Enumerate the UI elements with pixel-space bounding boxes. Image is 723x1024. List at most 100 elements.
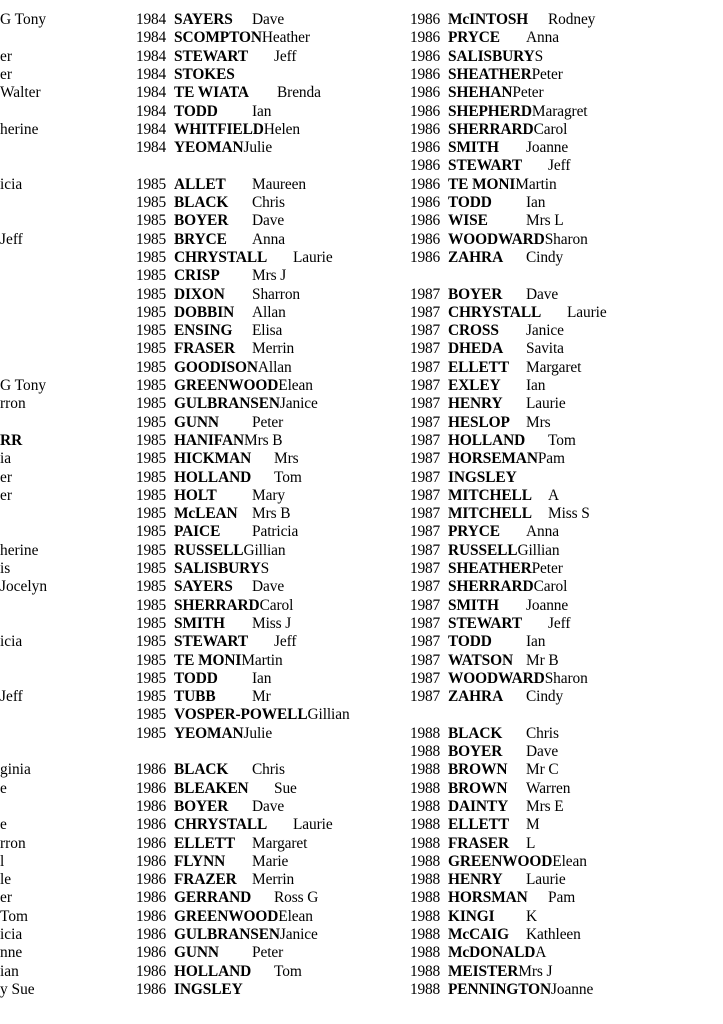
entry-firstname: Allan	[252, 303, 286, 321]
entry-firstname: Mrs	[274, 450, 299, 468]
entry-firstname: Laurie	[526, 871, 566, 889]
entry-firstname: Joanne	[551, 980, 594, 998]
entry-firstname: Cindy	[526, 248, 564, 266]
register-entry-row: 1985 TUBB Mr	[136, 688, 408, 706]
register-entry-row: 1986 WISE Mrs L	[410, 212, 723, 230]
entry-surname: HOLLAND	[448, 431, 526, 449]
entry-year: 1985	[136, 560, 166, 577]
clipped-name-fragment-row: nne	[0, 944, 130, 962]
register-entry-row: 1986 SHEPHERDMaragret	[410, 103, 723, 121]
entry-surname: TODD	[174, 669, 218, 687]
register-entry-row: 1985 SAYERS Dave	[136, 578, 408, 596]
entry-surname: HORSEMAN	[448, 450, 538, 468]
clipped-name-fragment-row: y Sue	[0, 981, 130, 999]
entry-year: 1985	[136, 413, 166, 431]
entry-year: 1987	[410, 614, 440, 632]
entry-year: 1986	[136, 980, 166, 998]
register-entry-row: 1988 KINGI K	[410, 908, 723, 926]
register-entry-row: 1985 BRYCE Anna	[136, 231, 408, 249]
left-column-clipped: G Tony er er Walter herine icia Jeff G Tony rron…	[0, 0, 130, 1024]
clipped-name-fragment: er	[0, 65, 12, 83]
entry-surname: WISE	[448, 212, 488, 230]
register-entry-row: 1985 FRASER Merrin	[136, 340, 408, 358]
entry-surname: HICKMAN	[174, 450, 252, 468]
register-entry-row: 1986 SALISBURYS	[410, 48, 723, 66]
entry-year: 1987	[410, 303, 440, 321]
register-entry-row: 1984 TE WIATA Brenda	[136, 84, 408, 102]
register-entry-row: 1987 ZAHRA Cindy	[410, 688, 723, 706]
register-entry-row: 1986 BOYER Dave	[136, 798, 408, 816]
entry-surname: DAINTY	[448, 797, 509, 815]
register-entry-row: 1985 HOLT Mary	[136, 487, 408, 505]
entry-firstname: Julie	[243, 724, 273, 742]
clipped-name-fragment-row: er	[0, 487, 130, 505]
register-entry-row: 1986 TODD Ian	[410, 194, 723, 212]
entry-surname: BLACK	[174, 194, 229, 211]
clipped-name-fragment: ian	[0, 962, 19, 980]
register-entry-row: 1988 DAINTY Mrs E	[410, 798, 723, 816]
entry-surname: ELLETT	[448, 816, 509, 834]
entry-firstname: Merrin	[252, 871, 295, 889]
entry-firstname: Peter	[531, 560, 563, 577]
entry-surname: CROSS	[448, 322, 499, 340]
entry-surname: INGSLEY	[448, 468, 517, 486]
entry-firstname: Tom	[274, 468, 302, 486]
entry-firstname: Mr C	[526, 761, 559, 779]
entry-firstname: Gillian	[243, 541, 286, 559]
entry-year: 1986	[410, 47, 440, 65]
register-entry-row: 1984 SCOMPTONHeather	[136, 29, 408, 47]
entry-surname: HOLLAND	[174, 962, 252, 980]
register-entry-row: 1984 YEOMANJulie	[136, 139, 408, 157]
entry-year: 1985	[136, 486, 166, 504]
clipped-name-fragment: RR	[0, 431, 23, 449]
entry-firstname: Dave	[252, 797, 285, 815]
entry-firstname: Mrs B	[243, 431, 283, 449]
register-entry-row: 1985 HANIFANMrs B	[136, 432, 408, 450]
register-entry-row: 1987 INGSLEY	[410, 469, 723, 487]
register-entry-row: 1985 TE MONIMartin	[136, 652, 408, 670]
register-entry-row: 1985 DIXON Sharron	[136, 286, 408, 304]
clipped-name-fragment: rron	[0, 834, 26, 852]
entry-year: 1987	[410, 651, 440, 669]
entry-surname: GUNN	[174, 413, 219, 431]
entry-surname: TE WIATA	[174, 84, 249, 102]
entry-year: 1987	[410, 578, 440, 596]
register-entry-row: 1985 McLEAN Mrs B	[136, 505, 408, 523]
entry-year: 1986	[136, 907, 166, 925]
entry-surname: SHERRARD	[448, 578, 534, 596]
entry-surname: RUSSELL	[448, 541, 518, 559]
register-entry-row: 1985 YEOMANJulie	[136, 725, 408, 743]
clipped-name-fragment-row: er	[0, 889, 130, 907]
register-entry-row: 1986 STEWART Jeff	[410, 157, 723, 175]
entry-surname: SHEPHERD	[448, 102, 532, 120]
clipped-name-fragment: rron	[0, 395, 26, 413]
entry-surname: CHRYSTALL	[174, 816, 268, 834]
clipped-name-fragment-row: ian	[0, 963, 130, 981]
register-entry-row: 1988 HENRY Laurie	[410, 871, 723, 889]
entry-year: 1988	[410, 779, 440, 797]
register-entry-row: 1984 STOKES	[136, 66, 408, 84]
entry-firstname: Elean	[278, 907, 313, 925]
entry-firstname: Janice	[526, 322, 564, 340]
entry-year: 1987	[410, 486, 440, 504]
entry-firstname: Rodney	[548, 11, 596, 28]
entry-firstname: Maureen	[252, 175, 306, 193]
clipped-name-fragment: herine	[0, 120, 39, 138]
entry-year: 1986	[410, 29, 440, 47]
entry-surname: HENRY	[448, 395, 503, 413]
clipped-name-fragment-row: is	[0, 560, 130, 578]
right-column: 1986 McINTOSH Rodney 1986 PRYCE Anna 1986 SALIS…	[410, 0, 723, 1024]
entry-year: 1988	[410, 852, 440, 870]
clipped-name-fragment: er	[0, 468, 12, 486]
entry-surname: STEWART	[448, 157, 523, 175]
entry-surname: McLEAN	[174, 505, 238, 523]
clipped-name-fragment: herine	[0, 541, 39, 559]
entry-year: 1986	[136, 797, 166, 815]
entry-surname: McCAIG	[448, 926, 509, 943]
clipped-name-fragment-row: e	[0, 816, 130, 834]
entry-year: 1986	[410, 157, 440, 175]
entry-surname: STOKES	[174, 65, 235, 83]
entry-year: 1987	[410, 377, 440, 394]
entry-surname: TODD	[448, 194, 492, 211]
entry-firstname: Dave	[252, 212, 285, 230]
